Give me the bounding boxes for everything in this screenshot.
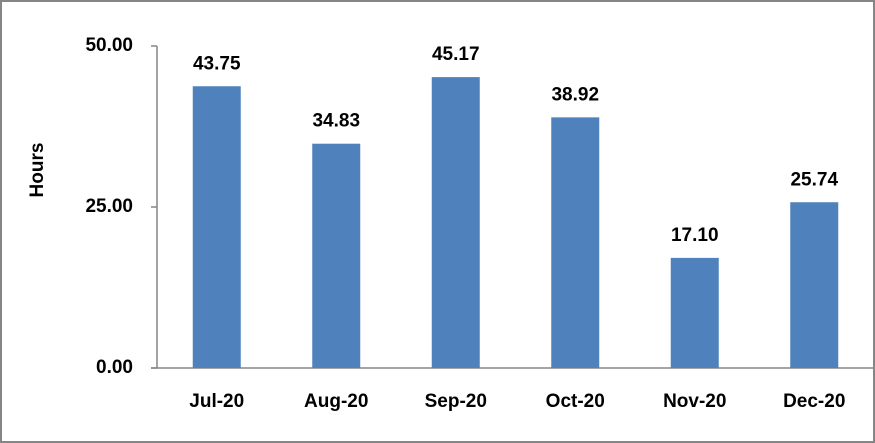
bar — [551, 117, 600, 369]
y-tick-label: 0.00 — [96, 357, 133, 378]
data-label: 25.74 — [790, 169, 838, 190]
data-label: 43.75 — [193, 53, 241, 74]
data-label: 38.92 — [551, 84, 599, 105]
bar — [790, 202, 839, 368]
x-tick-label: Nov-20 — [663, 391, 726, 412]
data-label: 34.83 — [312, 111, 360, 132]
x-tick-label: Oct-20 — [546, 391, 605, 412]
x-tick-label: Dec-20 — [783, 391, 845, 412]
data-label: 17.10 — [671, 225, 719, 246]
bar — [431, 77, 480, 369]
x-tick-label: Sep-20 — [425, 391, 487, 412]
y-tick-label: 50.00 — [85, 35, 133, 56]
x-tick-label: Aug-20 — [304, 391, 368, 412]
bar — [192, 86, 241, 368]
data-label: 45.17 — [432, 44, 480, 65]
bar — [312, 143, 361, 368]
x-tick-label: Jul-20 — [189, 391, 244, 412]
bar — [670, 257, 719, 368]
y-axis-label: Hours — [27, 143, 48, 198]
y-tick-label: 25.00 — [85, 196, 133, 217]
